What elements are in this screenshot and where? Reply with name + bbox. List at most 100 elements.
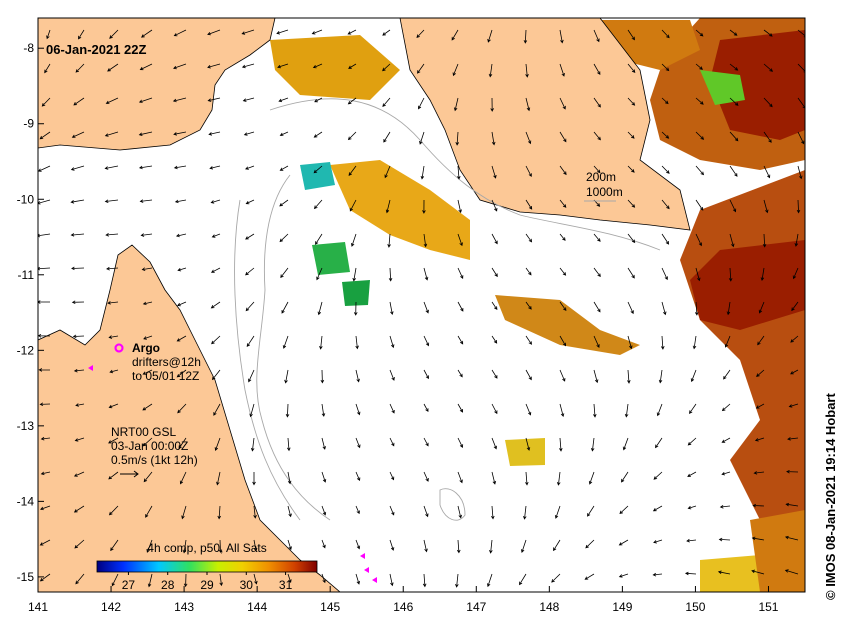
current-arrow xyxy=(177,267,187,272)
current-arrow xyxy=(627,369,631,384)
current-arrow xyxy=(491,403,498,415)
current-arrow xyxy=(661,63,670,72)
current-arrow xyxy=(755,403,765,409)
current-arrow xyxy=(78,29,85,40)
current-arrow xyxy=(321,573,326,584)
map-title: 06-Jan-2021 22Z xyxy=(46,42,147,57)
current-arrow xyxy=(104,165,119,170)
currents-scale-arrow xyxy=(120,470,139,478)
current-arrow xyxy=(173,165,187,170)
y-tick-label: -9 xyxy=(23,117,34,131)
x-tick-label: 145 xyxy=(320,600,340,614)
current-arrow xyxy=(423,437,429,447)
plot-frame xyxy=(37,17,806,593)
current-arrow xyxy=(627,131,635,139)
current-arrow xyxy=(523,29,528,44)
current-arrow xyxy=(38,165,51,172)
current-arrow xyxy=(627,199,636,208)
current-arrow xyxy=(423,505,429,518)
current-arrow xyxy=(40,471,51,476)
current-arrow xyxy=(313,165,323,174)
current-arrow xyxy=(213,403,221,416)
current-arrow xyxy=(687,437,697,446)
current-arrow xyxy=(525,301,532,310)
current-arrow xyxy=(687,505,697,510)
current-arrow xyxy=(559,29,564,44)
current-arrow xyxy=(321,437,326,450)
current-arrow xyxy=(751,536,765,541)
current-arrow xyxy=(279,199,289,207)
current-arrow xyxy=(786,469,799,474)
current-arrow xyxy=(175,233,187,238)
current-arrow xyxy=(491,131,496,146)
current-arrow xyxy=(347,29,357,35)
current-arrow xyxy=(718,537,731,542)
current-arrow xyxy=(245,267,255,276)
current-arrow xyxy=(108,471,119,480)
current-arrow xyxy=(784,535,799,541)
current-arrow xyxy=(729,97,739,106)
current-arrow xyxy=(627,29,635,41)
current-arrow xyxy=(279,165,289,171)
current-arrow xyxy=(487,29,493,43)
x-tick-label: 146 xyxy=(393,600,413,614)
current-arrow xyxy=(763,165,771,179)
current-arrow xyxy=(347,131,357,141)
current-arrow xyxy=(652,505,663,512)
current-arrow xyxy=(619,505,629,515)
current-arrow xyxy=(661,233,670,245)
current-arrow xyxy=(491,369,498,379)
sst-patch-south-yellow xyxy=(505,438,545,466)
x-tick-label: 142 xyxy=(101,600,121,614)
current-arrow xyxy=(143,335,153,340)
current-arrow xyxy=(797,131,805,145)
land-layer xyxy=(38,18,691,592)
current-arrow xyxy=(423,301,429,314)
y-tick-label: -12 xyxy=(17,343,35,357)
current-arrow xyxy=(355,471,361,482)
current-arrow xyxy=(382,63,391,72)
current-arrow xyxy=(721,437,731,443)
current-arrow xyxy=(420,165,425,180)
x-tick-label: 147 xyxy=(466,600,486,614)
current-arrow xyxy=(140,29,153,38)
current-arrow xyxy=(729,29,738,36)
current-arrow xyxy=(624,403,629,418)
current-arrow xyxy=(210,267,221,273)
current-arrow xyxy=(355,437,361,449)
colorbar-tick-label: 31 xyxy=(279,578,293,592)
sst-patch-torres xyxy=(270,35,400,100)
land-papua-east xyxy=(399,18,691,231)
current-arrow xyxy=(384,165,391,179)
current-arrow xyxy=(138,165,153,170)
current-arrow xyxy=(695,199,704,211)
current-arrow xyxy=(176,369,187,378)
current-arrow xyxy=(419,131,425,145)
current-arrow xyxy=(313,199,323,210)
colorbar-ticks: 27 28 29 30 31 xyxy=(122,572,293,592)
current-arrow xyxy=(74,539,85,549)
current-arrow xyxy=(41,97,51,107)
current-arrow xyxy=(724,335,731,348)
current-arrow xyxy=(695,29,704,37)
current-arrow xyxy=(211,369,221,381)
current-arrow xyxy=(791,301,799,312)
current-arrow xyxy=(141,267,153,271)
current-arrow xyxy=(389,505,395,516)
sst-patch-east-hot xyxy=(690,240,805,330)
current-arrow xyxy=(207,97,221,102)
sst-patch-blue-green xyxy=(300,162,335,190)
sst-patch-streak xyxy=(495,295,640,355)
current-arrow xyxy=(242,97,255,102)
current-arrow xyxy=(763,131,772,143)
current-arrow xyxy=(491,233,498,245)
current-arrow xyxy=(177,301,187,307)
current-arrow xyxy=(320,369,325,384)
current-arrow xyxy=(457,369,463,378)
colorbar-tick-label: 28 xyxy=(161,578,175,592)
colorbar-ramp xyxy=(96,560,318,573)
current-arrow xyxy=(71,266,85,271)
current-arrow xyxy=(253,573,258,585)
current-arrow xyxy=(311,29,323,35)
current-arrow xyxy=(559,369,566,382)
